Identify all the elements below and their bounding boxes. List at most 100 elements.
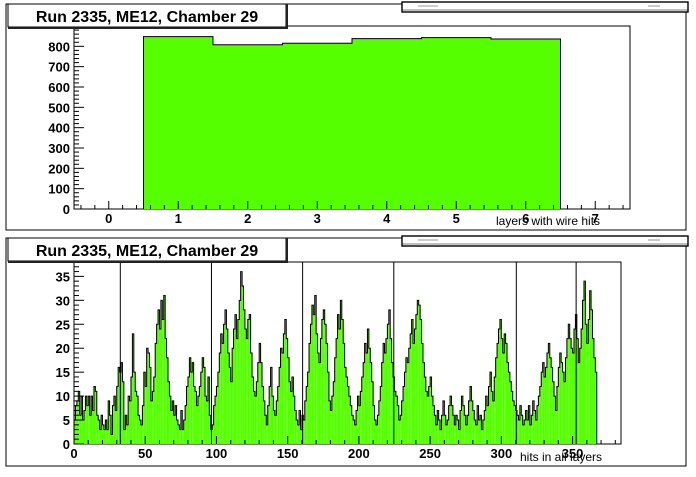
- panel-2-bar: [158, 309, 160, 444]
- panel-2-bar: [260, 362, 263, 444]
- panel-2-bar: [111, 434, 113, 444]
- panel-2-bar: [410, 333, 412, 444]
- panel-2-bar: [544, 376, 546, 444]
- panel-2-bar: [249, 314, 251, 444]
- panel-2-bar: [86, 405, 89, 444]
- panel-2-bar: [274, 415, 277, 444]
- panel-2-bar: [129, 400, 131, 444]
- panel-2-bar: [381, 362, 384, 444]
- panel-2-bar: [545, 367, 547, 444]
- panel-2-bar: [403, 386, 405, 444]
- panel-2-bar: [474, 420, 476, 444]
- panel-1-histogram-outline: [143, 36, 561, 209]
- panel-2-bar: [303, 420, 305, 444]
- panel-2-bar: [534, 410, 536, 444]
- panel-2: 0 5 10 15 20 25 30 35 0 50 100 150 200 250 300 350 Run…: [5, 235, 689, 467]
- panel-2-bar: [324, 324, 327, 444]
- panel-2-bar: [521, 415, 523, 444]
- panel-2-bar: [465, 424, 468, 444]
- panel-2-bar: [407, 362, 409, 444]
- panel-2-bar: [438, 420, 441, 444]
- panel-2-bar: [145, 386, 147, 444]
- panel-2-bar: [197, 396, 200, 444]
- panel-2-bar: [401, 400, 404, 444]
- panel-2-bar: [572, 353, 574, 444]
- panel-2-bar: [472, 410, 475, 444]
- panel-2-bar: [133, 372, 136, 444]
- panel-2-bar: [462, 405, 465, 444]
- panel-2-x-tick-label: 350: [562, 446, 584, 461]
- panel-2-bar: [432, 405, 435, 444]
- panel-2-bar: [123, 429, 126, 444]
- panel-2-bar: [338, 329, 341, 444]
- panel-2-bar: [130, 376, 133, 444]
- panel-2-bar: [333, 381, 335, 444]
- panel-2-bar: [155, 343, 157, 444]
- panel-1-x-tick-label: 4: [383, 211, 391, 226]
- panel-2-bar: [253, 391, 255, 444]
- panel-2-bar: [522, 424, 525, 444]
- panel-1-x-tick-label: 2: [244, 211, 251, 226]
- panel-2-bar: [175, 405, 177, 444]
- panel-2-bar: [452, 415, 455, 444]
- panel-2-bar: [492, 400, 495, 444]
- panel-2-bar: [309, 343, 311, 444]
- panel-2-bar: [588, 319, 590, 444]
- panel-2-bar: [82, 420, 84, 444]
- panel-2-y-tick-label: 35: [56, 269, 70, 284]
- panel-1-x-tick-label: 1: [175, 211, 182, 226]
- panel-2-bar: [203, 367, 206, 444]
- panel-2-bar: [321, 319, 324, 444]
- panel-2-bar: [374, 420, 376, 444]
- panel-2-bar: [427, 396, 429, 444]
- panel-1-title: Run 2335, ME12, Chamber 29: [36, 9, 258, 26]
- panel-2-bar: [331, 396, 334, 444]
- panel-2-bar: [229, 367, 231, 444]
- panel-2-bar: [122, 381, 124, 444]
- panel-2-bar: [431, 396, 433, 444]
- panel-1-x-tick-label: 3: [314, 211, 321, 226]
- panel-2-bar: [549, 357, 552, 444]
- panel-2-bar: [467, 415, 469, 444]
- panel-2-bar: [343, 343, 345, 444]
- panel-2-bar: [267, 405, 270, 444]
- panel-2-bar: [297, 424, 300, 444]
- panel-2-bar: [113, 396, 116, 444]
- panel-2-bar: [383, 343, 385, 444]
- panel-2-bar: [152, 391, 154, 444]
- panel-2-bar: [448, 405, 451, 444]
- panel-2-bar: [511, 391, 513, 444]
- panel-2-bar: [460, 410, 462, 444]
- panel-2-bar: [169, 396, 171, 444]
- panel-2-bar: [589, 290, 592, 444]
- panel-2-bar: [148, 353, 150, 444]
- panel-2-bar: [477, 405, 479, 444]
- panel-2-bar: [400, 415, 402, 444]
- panel-2-bar: [91, 396, 93, 444]
- panel-2-bar: [592, 338, 594, 444]
- panel-2-bar: [293, 396, 295, 444]
- panel-1-bar: [213, 44, 283, 210]
- panel-2-bar: [286, 338, 288, 444]
- panel-1-title-box: Run 2335, ME12, Chamber 29: [7, 3, 288, 29]
- panel-2-bar: [101, 415, 103, 444]
- panel-2-x-tick-label: 0: [70, 446, 77, 461]
- panel-2-bar: [371, 381, 374, 444]
- panel-2-bar: [512, 400, 515, 444]
- panel-2-bar: [360, 391, 362, 444]
- panel-2-y-tick-label: 10: [56, 389, 70, 404]
- panel-2-bar: [222, 343, 224, 444]
- panel-2-bar: [468, 400, 470, 444]
- panel-2-bar: [546, 353, 549, 444]
- panel-2-bar: [76, 400, 79, 444]
- panel-2-bar: [78, 391, 80, 444]
- panel-2-bar: [384, 353, 386, 444]
- panel-2-bar: [279, 367, 281, 444]
- panel-2-bar: [162, 319, 164, 444]
- panel-2-bar: [160, 300, 163, 444]
- panel-2-bar: [415, 314, 418, 444]
- panel-2-bar: [323, 309, 325, 444]
- panel-2-bar: [458, 429, 461, 444]
- panel-2-bar: [488, 386, 490, 444]
- panel-2-bar: [98, 420, 100, 444]
